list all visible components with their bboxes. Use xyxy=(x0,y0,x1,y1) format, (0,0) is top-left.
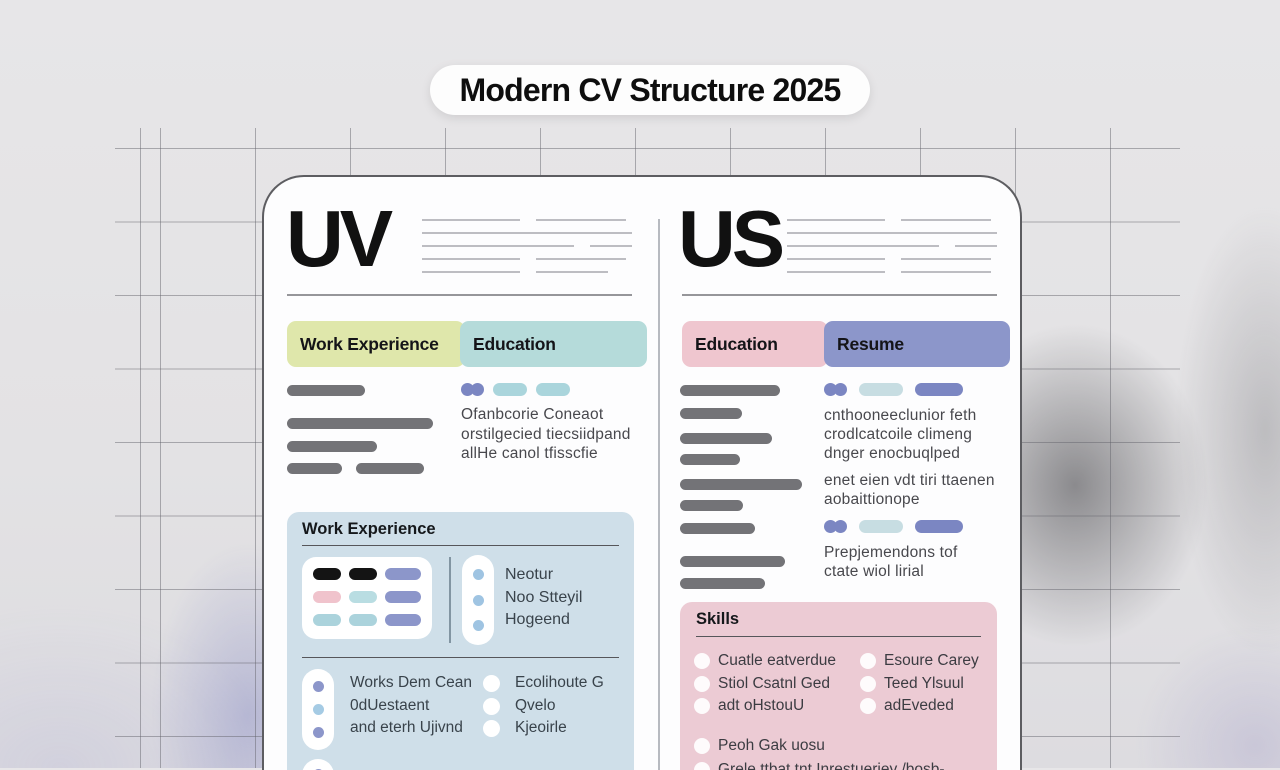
panel-rule xyxy=(696,636,981,637)
left-note: Ofanbcorie Coneaot orstilgecied tiecsiid… xyxy=(461,406,631,462)
matrix-pill xyxy=(313,614,341,626)
placeholder-bar xyxy=(287,441,377,452)
placeholder-bar xyxy=(287,418,433,429)
matrix-pill xyxy=(349,568,377,580)
panel-rule xyxy=(302,657,619,658)
bullet-dot xyxy=(834,520,847,533)
panel-divider xyxy=(449,557,451,643)
right-placeholder-lines xyxy=(787,219,997,273)
panel-title: Work Experience xyxy=(302,520,436,538)
bullet-pill xyxy=(859,520,903,533)
left-heading: UV xyxy=(286,194,393,283)
skills-extra-1: Peoh Gak uosu xyxy=(718,737,825,754)
bullet-circle xyxy=(483,675,500,692)
right-bullet-row-1 xyxy=(824,383,963,396)
matrix-pill xyxy=(385,591,421,603)
placeholder-bar xyxy=(680,385,780,396)
bullet-dot xyxy=(472,619,484,631)
matrix-pill xyxy=(349,591,377,603)
placeholder-bar xyxy=(287,463,342,474)
bullet-dot xyxy=(471,383,484,396)
bullet-dot xyxy=(312,681,324,692)
skills-column-2: Esoure Carey Teed Ylsuul adEveded xyxy=(884,652,979,714)
bullet-dot xyxy=(834,383,847,396)
right-heading: US xyxy=(678,194,785,283)
placeholder-bar xyxy=(680,408,742,419)
matrix-pill xyxy=(313,591,341,603)
bullet-dot xyxy=(472,569,484,581)
placeholder-bar xyxy=(680,500,743,511)
right-bullet-row-2 xyxy=(824,520,963,533)
skills-column-1: Cuatle eatverdue Stiol Csatnl Ged adt oH… xyxy=(718,652,837,714)
bullet-dot xyxy=(312,727,324,738)
left-placeholder-lines xyxy=(422,219,632,273)
matrix-pill xyxy=(385,614,421,626)
legend-list: Neotur Noo Stteyil Hogeend xyxy=(505,566,583,628)
panel-rule xyxy=(302,545,619,546)
tag-education-right: Education xyxy=(682,321,828,367)
bullet-pill xyxy=(536,383,570,396)
matrix-pill xyxy=(385,568,421,580)
page-title: Modern CV Structure 2025 xyxy=(459,71,842,108)
left-bullet-row xyxy=(461,383,570,396)
right-header-rule xyxy=(682,294,997,296)
bullet-circle xyxy=(694,738,710,754)
matrix-pill xyxy=(349,614,377,626)
bullet-circle xyxy=(860,653,876,669)
bullet-dot xyxy=(312,704,324,715)
placeholder-bar xyxy=(680,578,765,589)
title-banner: Modern CV Structure 2025 xyxy=(430,65,870,115)
skills-panel: Skills Cuatle eatverdue Stiol Csatnl Ged… xyxy=(680,602,997,770)
bullet-dot xyxy=(824,520,837,533)
placeholder-bar xyxy=(680,479,802,490)
right-note-1: cnthooneeclunior feth crodlcatcoile clim… xyxy=(824,407,977,462)
matrix-pill xyxy=(313,568,341,580)
left-header-rule xyxy=(287,294,632,296)
bullet-pill xyxy=(859,383,903,396)
bullet-pill xyxy=(915,383,963,396)
placeholder-bar xyxy=(680,556,785,567)
column-divider xyxy=(658,219,660,770)
work-experience-panel: Work Experience Neotur Noo Stteyil Hogee… xyxy=(287,512,634,770)
panel-title: Skills xyxy=(696,610,740,628)
bullet-pill xyxy=(493,383,527,396)
list-dot-pill-clipped xyxy=(302,759,334,770)
placeholder-bar xyxy=(287,385,365,396)
bullet-dot xyxy=(461,383,474,396)
tag-resume: Resume xyxy=(824,321,1010,367)
bullet-circle xyxy=(483,698,500,715)
bullet-circle xyxy=(860,676,876,692)
tag-education-left: Education xyxy=(460,321,647,367)
skills-extra-2: Grele ttbat tnt Inrestueriey /bosb- xyxy=(718,761,945,770)
bullet-circle xyxy=(860,698,876,714)
pill-matrix xyxy=(302,557,432,639)
list-column-1: Works Dem Cean 0dUestaent and eterh Ujiv… xyxy=(350,674,473,736)
right-note-3: Prepjemendons tof ctate wiol lirial xyxy=(824,544,958,580)
bullet-pill xyxy=(915,520,963,533)
placeholder-bar xyxy=(680,454,740,465)
bullet-dot xyxy=(824,383,837,396)
bullet-circle xyxy=(483,720,500,737)
bullet-circle xyxy=(694,653,710,669)
list-column-2: Ecolihoute G Qvelo Kjeoirle xyxy=(515,674,604,736)
bullet-dot xyxy=(472,594,484,606)
placeholder-bar xyxy=(356,463,424,474)
right-note-2: enet eien vdt tiri ttaenen aobaittionope xyxy=(824,472,995,508)
list-dot-pill xyxy=(302,669,334,750)
bullet-circle xyxy=(694,698,710,714)
bullet-circle xyxy=(694,762,710,770)
bullet-circle xyxy=(694,676,710,692)
legend-dot-pill xyxy=(462,555,494,645)
placeholder-bar xyxy=(680,523,755,534)
cv-card: UV Work Experience Education Ofanbcorie … xyxy=(262,175,1022,770)
placeholder-bar xyxy=(680,433,772,444)
tag-work-experience: Work Experience xyxy=(287,321,465,367)
